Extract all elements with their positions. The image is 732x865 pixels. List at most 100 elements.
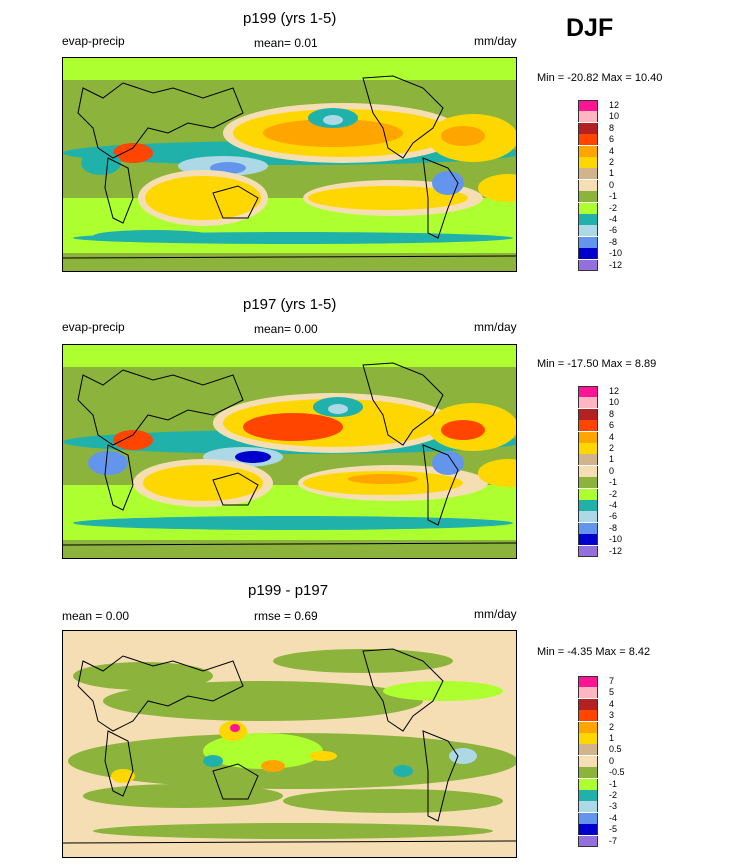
colorbar-swatch [578,733,598,744]
colorbar-label: 4 [609,698,615,709]
season-label: DJF [566,14,614,42]
panel-2-mean: mean= 0.00 [254,322,318,336]
colorbar-swatch [578,248,598,260]
colorbar-label: 1 [609,168,615,179]
colorbar-swatch [578,500,598,511]
colorbar-swatch [578,134,598,146]
panel-2-map [62,344,517,559]
panel-1-map-field [63,58,516,271]
panel-3-units: mm/day [474,607,517,621]
colorbar-swatch [578,755,598,767]
colorbar-swatch [578,420,598,432]
colorbar-label: 6 [609,420,615,431]
panel-1-units: mm/day [474,34,517,48]
colorbar-swatch [578,511,598,523]
colorbar-swatch [578,687,598,699]
colorbar-label: 8 [609,408,615,419]
colorbar-swatch [578,477,598,489]
colorbar-label: 0 [609,755,615,766]
colorbar-label: -1 [609,778,618,789]
colorbar-swatch [578,721,598,733]
panel-3-title: p199 - p197 [248,582,329,599]
colorbar-label: -1 [609,191,618,202]
colorbar-label: 12 [609,100,620,110]
colorbar-label: 2 [609,157,615,167]
colorbar-label: 12 [609,386,620,396]
colorbar-label: 6 [609,134,615,145]
panel-2-title: p197 (yrs 1-5) [243,296,337,313]
colorbar-swatch [578,812,598,824]
colorbar-label: -2 [609,488,618,499]
colorbar-swatch [578,122,598,134]
colorbar-label: 10 [609,397,620,408]
panel-3-minmax: Min = -4.35 Max = 8.42 [537,646,651,658]
panel-2-variable: evap-precip [62,320,125,334]
colorbar-label: -0.5 [609,767,625,778]
colorbar-swatch [578,111,598,123]
panel-2-map-field [63,345,516,558]
panel-1-mean: mean= 0.01 [254,36,318,50]
colorbar-label: -3 [609,801,618,812]
colorbar-swatch [578,698,598,710]
colorbar-label: 2 [609,721,615,732]
colorbar-label: -4 [609,214,618,224]
colorbar-swatch [578,710,598,722]
colorbar-label: 0.5 [609,744,622,755]
colorbar-swatch [578,522,598,534]
colorbar-label: -4 [609,812,618,823]
panel-1-map [62,57,517,272]
colorbar-label: -7 [609,835,618,846]
colorbar-label: 5 [609,687,615,698]
colorbar-label: 7 [609,676,615,686]
colorbar-label: 8 [609,122,615,133]
colorbar-label: -5 [609,824,618,835]
colorbar-label: 4 [609,431,615,442]
colorbar-swatch [578,488,598,500]
colorbar-label: 0 [609,465,615,476]
panel-3-mean: mean = 0.00 [62,609,130,623]
colorbar-label: 3 [609,710,615,721]
colorbar-label: -8 [609,522,618,533]
colorbar-swatch [578,259,598,271]
colorbar-swatch [578,157,598,168]
colorbar-swatch [578,386,598,397]
colorbar-swatch [578,801,598,813]
colorbar-label: -8 [609,236,618,247]
panel-2-units: mm/day [474,320,517,334]
colorbar-swatch [578,454,598,466]
colorbar-label: -10 [609,248,623,259]
colorbar-label: -4 [609,500,618,510]
colorbar-swatch [578,767,598,779]
colorbar-label: -12 [609,259,623,270]
colorbar-label: -10 [609,534,623,545]
panel-2-minmax: Min = -17.50 Max = 8.89 [537,358,657,370]
panel-3-map-field [63,631,516,857]
colorbar-swatch [578,179,598,191]
colorbar-label: -2 [609,202,618,213]
colorbar-swatch [578,145,598,157]
colorbar-swatch [578,397,598,409]
colorbar-label: -1 [609,477,618,488]
colorbar-swatch [578,202,598,214]
colorbar-label: 0 [609,179,615,190]
colorbar-swatch [578,236,598,248]
colorbar-swatch [578,225,598,237]
panel-1-title: p199 (yrs 1-5) [243,10,337,27]
colorbar-swatch [578,545,598,557]
colorbar-swatch [578,824,598,836]
colorbar-swatch [578,465,598,477]
panel-1-variable: evap-precip [62,34,125,48]
colorbar-swatch [578,534,598,546]
colorbar-label: 2 [609,443,615,453]
colorbar-label: 1 [609,454,615,465]
colorbar-swatch [578,443,598,454]
colorbar-swatch [578,214,598,225]
colorbar-swatch [578,835,598,847]
colorbar-swatch [578,676,598,687]
colorbar-swatch [578,191,598,203]
panel-3-map [62,630,517,858]
colorbar-label: 1 [609,733,615,743]
panel-1-minmax: Min = -20.82 Max = 10.40 [537,72,663,84]
colorbar-swatch [578,744,598,756]
colorbar-label: -2 [609,790,618,800]
